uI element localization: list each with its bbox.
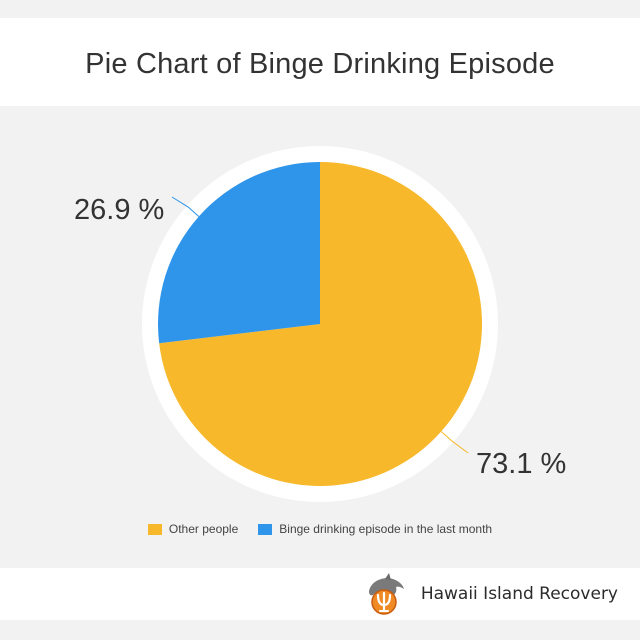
brand: Hawaii Island Recovery: [363, 568, 618, 620]
pie-leader-lines: [171, 196, 469, 454]
footer-bar: Hawaii Island Recovery: [0, 568, 640, 620]
legend-item-binge: Binge drinking episode in the last month: [258, 522, 492, 536]
brand-name: Hawaii Island Recovery: [420, 584, 618, 604]
leader-line-other: [440, 431, 469, 454]
pie-slice-binge: [157, 162, 320, 344]
legend-swatch-other: [147, 523, 162, 535]
pie-label-other: 73.1 %: [476, 448, 566, 480]
legend-item-other: Other people: [147, 522, 239, 536]
pie-slices: [157, 162, 482, 487]
legend-label-other: Other people: [168, 522, 239, 536]
pie-slice-other: [159, 162, 482, 487]
legend-swatch-binge: [258, 523, 273, 535]
pie-label-binge: 26.9 %: [74, 194, 164, 226]
chart-header: Pie Chart of Binge Drinking Episode: [0, 18, 640, 106]
chart-title: Pie Chart of Binge Drinking Episode: [85, 48, 555, 80]
legend-label-binge: Binge drinking episode in the last month: [279, 522, 493, 536]
leader-line-binge: [171, 196, 200, 217]
chart-legend: Other people Binge drinking episode in t…: [0, 520, 640, 538]
dolphin-psi-logo-icon: [368, 573, 404, 615]
